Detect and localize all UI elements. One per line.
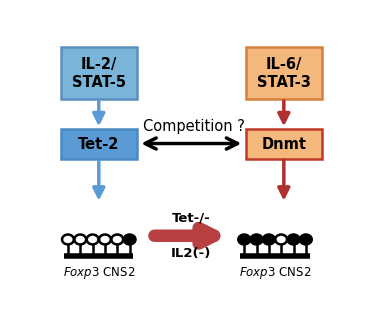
Circle shape	[74, 234, 86, 244]
Text: Competition ?: Competition ?	[143, 119, 245, 134]
FancyBboxPatch shape	[246, 129, 322, 159]
Circle shape	[251, 234, 262, 244]
FancyBboxPatch shape	[246, 47, 322, 99]
Circle shape	[263, 234, 275, 244]
Text: $\it{Foxp3}$ CNS2: $\it{Foxp3}$ CNS2	[239, 265, 311, 281]
FancyBboxPatch shape	[61, 129, 137, 159]
Circle shape	[111, 234, 123, 244]
FancyBboxPatch shape	[61, 47, 137, 99]
Circle shape	[288, 234, 299, 244]
Circle shape	[87, 234, 99, 244]
Circle shape	[124, 234, 136, 244]
Text: Dnmt: Dnmt	[262, 137, 306, 152]
Circle shape	[99, 234, 111, 244]
Circle shape	[238, 234, 250, 244]
Text: IL2(-): IL2(-)	[171, 247, 211, 260]
Text: Tet-/-: Tet-/-	[172, 212, 211, 225]
Circle shape	[62, 234, 74, 244]
Text: $\it{Foxp3}$ CNS2: $\it{Foxp3}$ CNS2	[63, 265, 135, 281]
Circle shape	[275, 234, 287, 244]
Text: IL-6/
STAT-3: IL-6/ STAT-3	[257, 57, 311, 90]
Text: Tet-2: Tet-2	[78, 137, 119, 152]
Circle shape	[300, 234, 312, 244]
Text: IL-2/
STAT-5: IL-2/ STAT-5	[72, 57, 126, 90]
